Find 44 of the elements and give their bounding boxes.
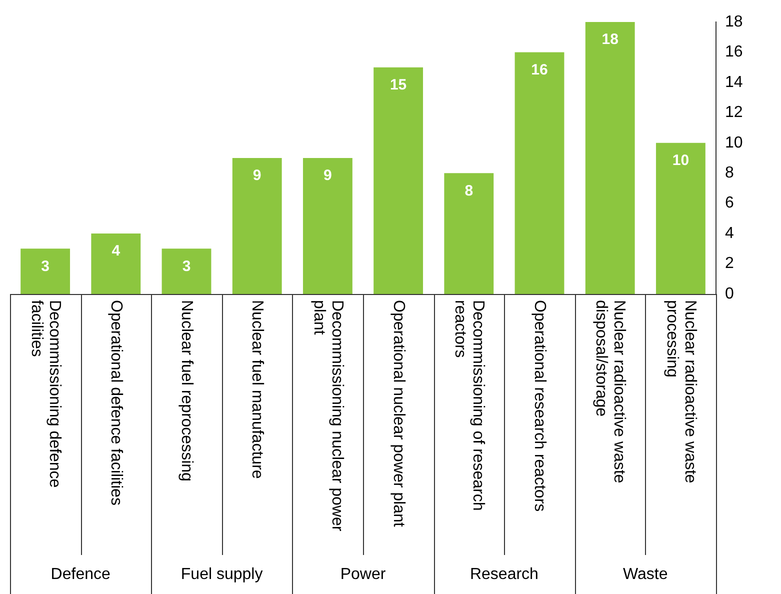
x-tick-label: Decommissioning of research reactors <box>451 300 486 511</box>
bar <box>585 22 635 294</box>
data-label: 10 <box>672 152 690 170</box>
y-tick-label: 12 <box>725 104 743 122</box>
text: Power <box>340 566 386 583</box>
bar <box>302 158 352 294</box>
x-tick-label: Operational nuclear power plant <box>390 300 407 528</box>
data-label: 15 <box>390 76 407 94</box>
bar <box>444 173 494 294</box>
x-tick-label: Operational research reactors <box>531 300 548 512</box>
data-label: 3 <box>41 258 50 275</box>
x-tick-label: Nuclear fuel manufacture <box>248 300 266 479</box>
bar <box>162 248 212 294</box>
y-tick-label: 16 <box>725 44 743 61</box>
text: Waste <box>623 566 668 583</box>
y-tick-label: 10 <box>725 134 743 152</box>
x-tick-label: Decommissioning defence facilities <box>28 300 63 488</box>
y-tick-label: 8 <box>725 164 734 182</box>
x-tick-label: Operational defence facilities <box>107 300 124 506</box>
y-tick-label: 18 <box>725 13 743 30</box>
data-label: 4 <box>112 242 121 260</box>
data-label: 16 <box>531 61 548 78</box>
bar <box>656 142 706 294</box>
bar <box>514 52 564 294</box>
text: Research <box>470 566 538 583</box>
y-tick-label: 0 <box>725 285 734 302</box>
y-tick-label: 4 <box>725 224 734 242</box>
data-label: 8 <box>464 182 474 200</box>
y-tick-label: 6 <box>725 194 734 212</box>
data-label: 9 <box>324 167 332 184</box>
data-label: 3 <box>182 258 191 275</box>
bar <box>20 248 70 294</box>
x-tick-label: Nuclear radioactive waste disposal/storage <box>592 300 628 484</box>
bar <box>374 67 424 294</box>
x-tick-label: Nuclear fuel reprocessing <box>178 300 196 482</box>
text: Fuel supply <box>180 566 263 583</box>
y-tick-label: 2 <box>725 255 734 272</box>
text: Defence <box>50 566 110 583</box>
y-tick-label: 14 <box>725 74 743 91</box>
data-label: 9 <box>252 167 262 184</box>
bar <box>232 158 282 294</box>
data-label: 18 <box>602 31 618 48</box>
x-tick-label: Decommissioning nuclear power plant <box>310 300 346 532</box>
bar <box>91 234 141 294</box>
